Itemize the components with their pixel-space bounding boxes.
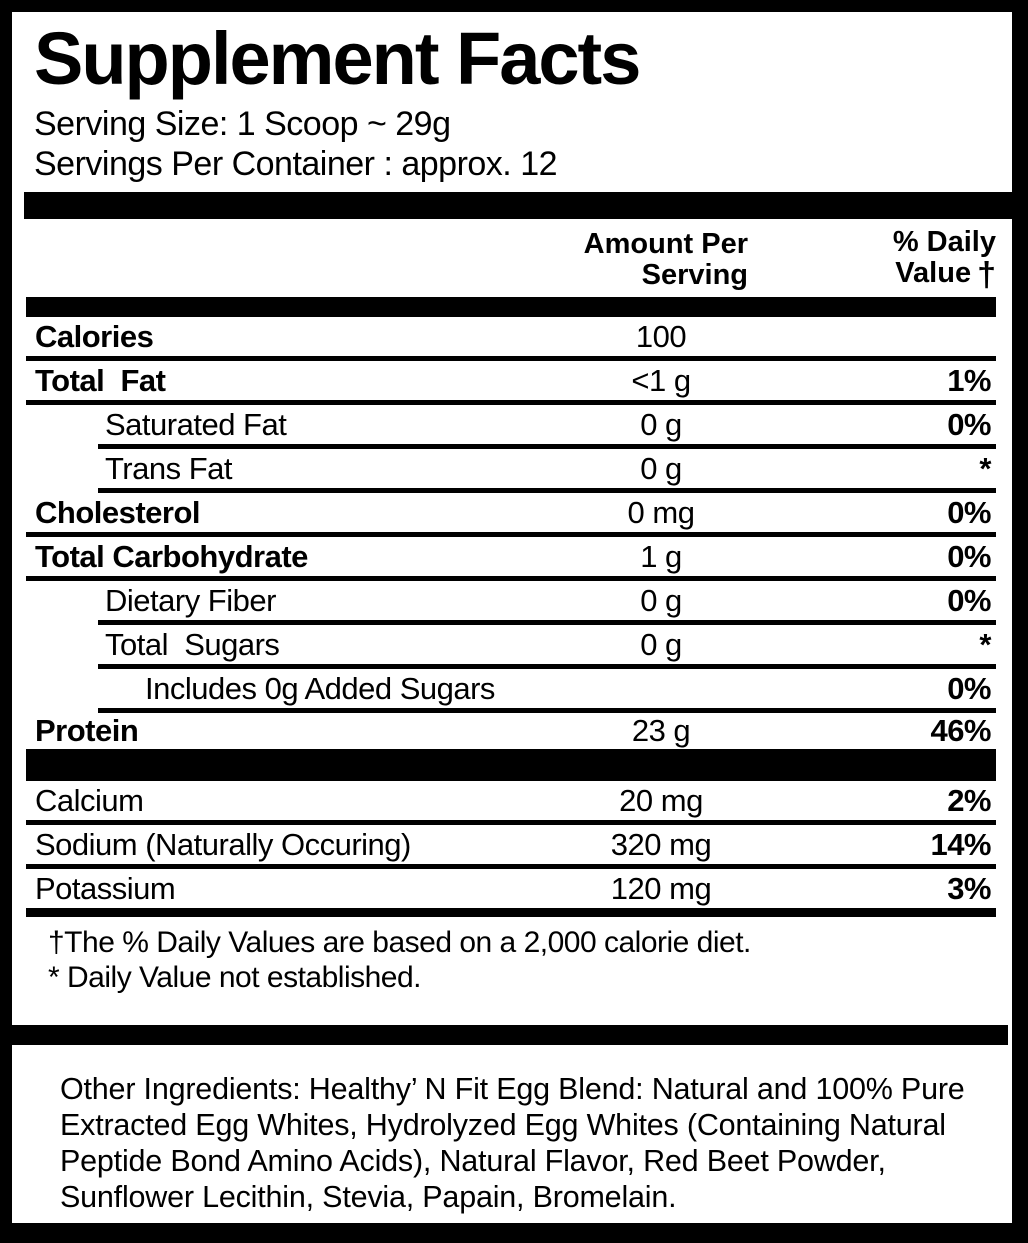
nutrient-row-dietary-fiber: Dietary Fiber 0 g 0% (98, 581, 996, 625)
nutrient-name: Cholesterol (35, 494, 201, 530)
nutrient-amount: 20 mg (619, 782, 703, 818)
nutrient-name: Total Carbohydrate (35, 538, 308, 574)
nutrient-name: Calcium (35, 782, 144, 818)
nutrient-amount: <1 g (631, 362, 691, 398)
serving-size: Serving Size: 1 Scoop ~ 29g (34, 105, 451, 143)
nutrient-row-potassium: Potassium 120 mg 3% (26, 869, 996, 917)
nutrient-dv: 3% (947, 870, 991, 906)
nutrient-row-trans-fat: Trans Fat 0 g * (98, 449, 996, 493)
nutrient-amount: 0 g (640, 626, 682, 662)
nutrient-name: Dietary Fiber (105, 582, 276, 618)
nutrient-dv: 0% (947, 582, 991, 618)
nutrient-amount: 320 mg (610, 826, 712, 862)
footnote-not-established: * Daily Value not established. (48, 961, 422, 994)
divider-bar-protein (26, 749, 996, 781)
amount-header-line2: Serving (641, 259, 748, 291)
nutrient-dv: 14% (930, 826, 991, 862)
other-ingredients-text: Other Ingredients: Healthy’ N Fit Egg Bl… (60, 1072, 965, 1214)
nutrient-dv: * (979, 450, 991, 486)
nutrient-dv: * (979, 626, 991, 662)
nutrient-row-cholesterol: Cholesterol 0 mg 0% (26, 493, 996, 537)
dagger-symbol: † (977, 256, 996, 294)
nutrient-dv: 0% (947, 494, 991, 530)
nutrient-row-calcium: Calcium 20 mg 2% (26, 781, 996, 825)
nutrient-name: Total Fat (35, 362, 166, 398)
nutrient-name: Trans Fat (105, 450, 233, 486)
dv-header-value-text: Value (895, 257, 972, 289)
divider-bar-top (24, 192, 1012, 219)
dv-header-line2: Value † (766, 256, 996, 294)
amount-per-serving-header: Amount Per Serving (538, 229, 766, 291)
nutrient-row-saturated-fat: Saturated Fat 0 g 0% (98, 405, 996, 449)
nutrient-amount: 120 mg (610, 870, 712, 906)
facts-table: Amount Per Serving % Daily Value † Calori… (26, 219, 996, 995)
nutrient-dv: 0% (947, 538, 991, 574)
nutrient-name: Potassium (35, 870, 176, 906)
nutrient-row-protein: Protein 23 g 46% (26, 713, 996, 749)
nutrient-amount: 0 mg (627, 494, 695, 530)
nutrient-row-total-sugars: Total Sugars 0 g * (98, 625, 996, 669)
daily-value-header: % Daily Value † (766, 226, 996, 294)
nutrient-dv: 0% (947, 406, 991, 442)
nutrient-amount: 1 g (640, 538, 682, 574)
nutrient-row-added-sugars: Includes 0g Added Sugars 0% (98, 669, 996, 713)
nutrient-row-calories: Calories 100 (26, 317, 996, 361)
nutrient-name: Calories (35, 318, 154, 354)
divider-bar-header (26, 297, 996, 317)
nutrient-amount: 0 g (640, 450, 682, 486)
divider-bar-bottom (12, 1025, 1008, 1045)
amount-header-line1: Amount Per (583, 228, 748, 260)
nutrient-name: Total Sugars (105, 626, 280, 662)
nutrient-row-sodium: Sodium (Naturally Occuring) 320 mg 14% (26, 825, 996, 869)
nutrient-name: Saturated Fat (105, 406, 287, 442)
servings-per-container: Servings Per Container : approx. 12 (34, 145, 558, 183)
nutrient-name: Protein (35, 713, 139, 748)
dv-header-line1: % Daily (892, 226, 996, 258)
nutrient-row-total-carbohydrate: Total Carbohydrate 1 g 0% (26, 537, 996, 581)
nutrient-amount: 23 g (631, 713, 691, 748)
label-title: Supplement Facts (34, 17, 641, 100)
nutrient-amount: 0 g (640, 582, 682, 618)
footnotes: †The % Daily Values are based on a 2,000… (26, 925, 996, 995)
nutrient-row-total-fat: Total Fat <1 g 1% (26, 361, 996, 405)
nutrient-amount: 0 g (640, 406, 682, 442)
nutrient-name: Sodium (Naturally Occuring) (35, 826, 411, 862)
nutrient-dv: 2% (947, 782, 991, 818)
footnote-daily-values: †The % Daily Values are based on a 2,000… (48, 926, 751, 959)
table-header-row: Amount Per Serving % Daily Value † (26, 219, 996, 297)
nutrient-dv: 0% (947, 670, 991, 706)
nutrient-name: Includes 0g Added Sugars (145, 670, 495, 706)
nutrient-dv: 1% (947, 362, 991, 398)
nutrient-dv: 46% (930, 713, 991, 748)
serving-info: Serving Size: 1 Scoop ~ 29g Servings Per… (34, 104, 1012, 184)
nutrient-amount: 100 (635, 318, 687, 354)
